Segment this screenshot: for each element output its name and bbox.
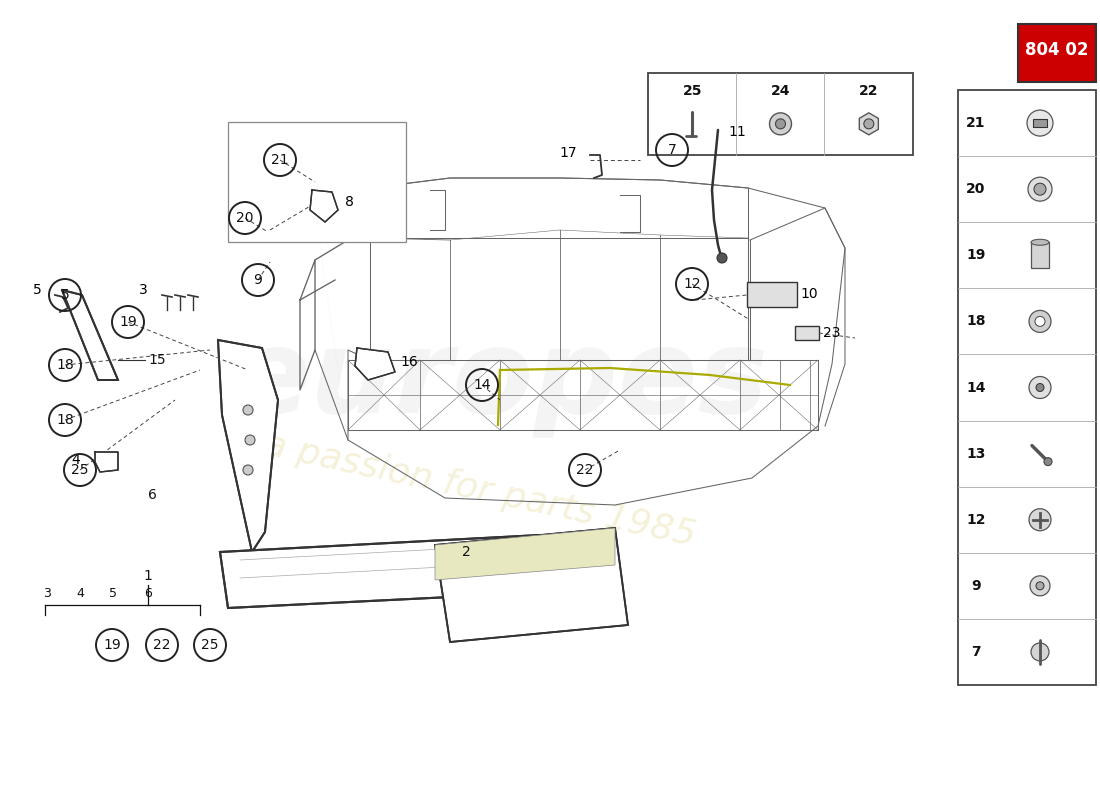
Text: 18: 18 bbox=[56, 413, 74, 427]
Text: 4: 4 bbox=[72, 453, 80, 467]
Bar bbox=[1033, 119, 1047, 127]
Text: 18: 18 bbox=[56, 358, 74, 372]
Text: 20: 20 bbox=[966, 182, 986, 196]
Circle shape bbox=[717, 253, 727, 263]
Text: 3: 3 bbox=[140, 283, 148, 297]
Text: 23: 23 bbox=[823, 326, 840, 340]
Text: 15: 15 bbox=[148, 353, 166, 367]
Bar bbox=[1018, 24, 1096, 82]
Text: 22: 22 bbox=[576, 463, 594, 477]
Polygon shape bbox=[218, 340, 278, 552]
Circle shape bbox=[1036, 383, 1044, 391]
Circle shape bbox=[1034, 183, 1046, 195]
Polygon shape bbox=[434, 528, 628, 642]
Text: 25: 25 bbox=[72, 463, 89, 477]
Text: europes: europes bbox=[231, 322, 769, 438]
Text: 2: 2 bbox=[462, 545, 471, 559]
Circle shape bbox=[1028, 177, 1052, 201]
Text: 6: 6 bbox=[144, 587, 152, 600]
Text: 19: 19 bbox=[103, 638, 121, 652]
Polygon shape bbox=[310, 190, 338, 222]
Text: 14: 14 bbox=[473, 378, 491, 392]
Text: 22: 22 bbox=[859, 84, 879, 98]
Circle shape bbox=[1036, 582, 1044, 590]
Text: 804 02: 804 02 bbox=[1025, 41, 1089, 59]
Circle shape bbox=[1035, 316, 1045, 326]
Circle shape bbox=[1030, 576, 1050, 596]
Text: 10: 10 bbox=[800, 287, 817, 301]
Bar bbox=[1031, 242, 1049, 268]
Bar bbox=[795, 326, 820, 340]
Text: 17: 17 bbox=[560, 146, 578, 160]
Text: 19: 19 bbox=[966, 248, 986, 262]
Text: 1: 1 bbox=[144, 569, 153, 583]
Circle shape bbox=[776, 119, 785, 129]
Text: 6: 6 bbox=[147, 488, 156, 502]
Text: 13: 13 bbox=[966, 446, 986, 461]
Ellipse shape bbox=[1031, 239, 1049, 246]
Circle shape bbox=[245, 435, 255, 445]
Text: 19: 19 bbox=[119, 315, 136, 329]
Bar bbox=[648, 73, 913, 155]
Text: 12: 12 bbox=[683, 277, 701, 291]
Text: 5: 5 bbox=[33, 283, 42, 297]
Text: 8: 8 bbox=[345, 195, 354, 209]
Text: 5: 5 bbox=[109, 587, 117, 600]
Text: a passion for parts 1985: a passion for parts 1985 bbox=[261, 427, 698, 553]
Polygon shape bbox=[95, 452, 118, 472]
Polygon shape bbox=[315, 178, 845, 505]
Polygon shape bbox=[434, 528, 615, 580]
Circle shape bbox=[770, 113, 792, 135]
Text: 3: 3 bbox=[43, 587, 51, 600]
Circle shape bbox=[1031, 643, 1049, 661]
Text: 4: 4 bbox=[76, 587, 84, 600]
Text: 11: 11 bbox=[728, 125, 746, 139]
Circle shape bbox=[1027, 110, 1053, 136]
Text: 21: 21 bbox=[966, 116, 986, 130]
Bar bbox=[958, 90, 1096, 685]
Circle shape bbox=[1028, 509, 1050, 530]
Polygon shape bbox=[62, 290, 118, 380]
Text: 21: 21 bbox=[272, 153, 289, 167]
Polygon shape bbox=[355, 348, 395, 380]
Text: 14: 14 bbox=[966, 381, 986, 394]
Text: 7: 7 bbox=[668, 143, 676, 157]
Circle shape bbox=[864, 119, 873, 129]
Circle shape bbox=[243, 405, 253, 415]
Circle shape bbox=[243, 465, 253, 475]
Text: 25: 25 bbox=[682, 84, 702, 98]
Polygon shape bbox=[220, 535, 552, 608]
Text: 7: 7 bbox=[971, 645, 981, 659]
Text: 16: 16 bbox=[400, 355, 418, 369]
Circle shape bbox=[1028, 377, 1050, 398]
Circle shape bbox=[1044, 458, 1052, 466]
Text: 9: 9 bbox=[971, 579, 981, 593]
Text: 24: 24 bbox=[771, 84, 790, 98]
Text: 20: 20 bbox=[236, 211, 254, 225]
Text: 9: 9 bbox=[254, 273, 263, 287]
Text: 25: 25 bbox=[201, 638, 219, 652]
Text: 22: 22 bbox=[153, 638, 170, 652]
Text: 5: 5 bbox=[60, 288, 69, 302]
Bar bbox=[747, 282, 798, 307]
Bar bbox=[228, 122, 406, 242]
Text: 18: 18 bbox=[966, 314, 986, 328]
Text: 12: 12 bbox=[966, 513, 986, 526]
Circle shape bbox=[1028, 310, 1050, 332]
